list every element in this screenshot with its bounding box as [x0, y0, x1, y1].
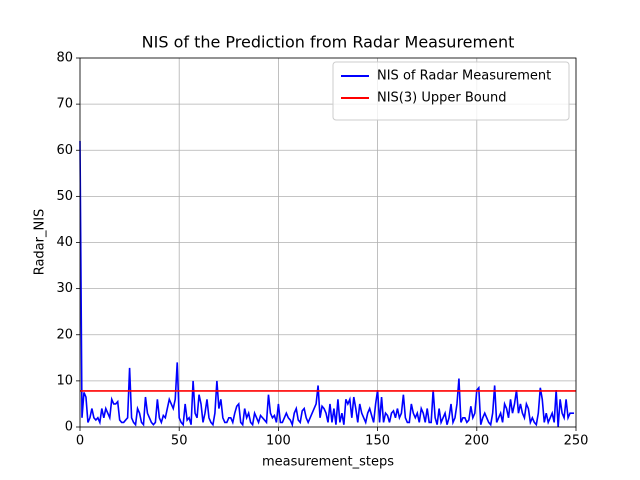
y-axis-label: Radar_NIS: [33, 209, 48, 276]
legend-box: [332, 61, 570, 121]
x-tick-label: 100: [266, 434, 291, 449]
x-axis-label: measurement_steps: [262, 455, 394, 470]
y-tick-label: 40: [56, 235, 73, 250]
y-tick-label: 30: [56, 281, 73, 296]
legend-label: NIS of Radar Measurement: [377, 69, 551, 84]
y-tick-label: 60: [56, 143, 73, 158]
legend: NIS of Radar Measurement NIS(3) Upper Bou…: [332, 61, 570, 121]
y-tick-label: 0: [65, 420, 73, 435]
y-tick-label: 20: [56, 327, 73, 342]
plot-area: [79, 141, 576, 428]
x-tick-label: 0: [76, 434, 84, 449]
y-tick-label: 50: [56, 189, 73, 204]
y-tick-label: 10: [56, 373, 73, 388]
y-tick-label: 80: [56, 51, 73, 66]
x-tick-label: 150: [365, 434, 390, 449]
data-line: [79, 141, 575, 428]
x-tick-label: 200: [464, 434, 489, 449]
legend-label: NIS(3) Upper Bound: [377, 91, 506, 106]
chart-title: NIS of the Prediction from Radar Measure…: [142, 33, 515, 52]
x-tick-label: 50: [171, 434, 188, 449]
y-tick-label: 70: [56, 97, 73, 112]
x-tick-label: 250: [564, 434, 589, 449]
